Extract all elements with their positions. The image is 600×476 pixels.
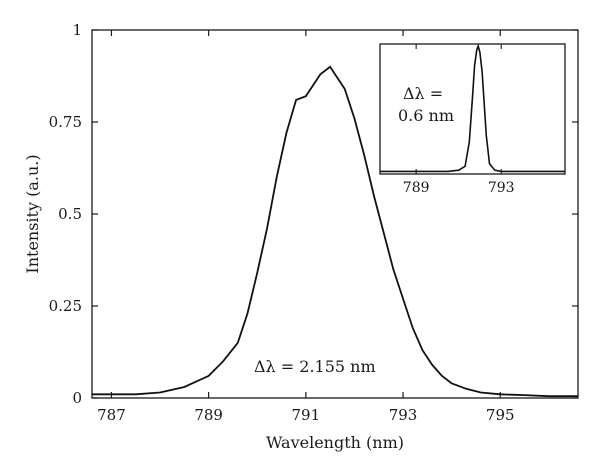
- main-axis-ticks: 787 789 791 793 795 0 0.25 0.5 0.75 1: [49, 21, 578, 424]
- inset-annotation-line2: 0.6 nm: [398, 106, 454, 125]
- inset-x-tick-label: 789: [403, 180, 430, 196]
- y-axis-title: Intensity (a.u.): [23, 154, 42, 273]
- inset-x-tick-label: 793: [488, 180, 515, 196]
- inset-frame: [379, 43, 566, 175]
- x-tick-label: 791: [292, 406, 321, 424]
- main-spectrum-line: [92, 65, 578, 398]
- x-tick-label: 787: [97, 406, 126, 424]
- y-tick-label: 0: [72, 389, 82, 407]
- y-tick-label: 1: [72, 21, 82, 39]
- y-tick-label: 0.25: [49, 297, 82, 315]
- x-tick-label: 795: [486, 406, 515, 424]
- x-tick-label: 789: [194, 406, 223, 424]
- x-axis-title: Wavelength (nm): [266, 433, 404, 452]
- inset-spectrum-line: [380, 43, 565, 173]
- x-tick-label: 793: [389, 406, 418, 424]
- inset-axis-ticks: 789 793: [403, 44, 515, 196]
- y-tick-label: 0.5: [58, 205, 82, 223]
- main-annotation: Δλ = 2.155 nm: [254, 357, 376, 376]
- y-tick-label: 0.75: [49, 113, 82, 131]
- inset-annotation-line1: Δλ =: [403, 84, 443, 103]
